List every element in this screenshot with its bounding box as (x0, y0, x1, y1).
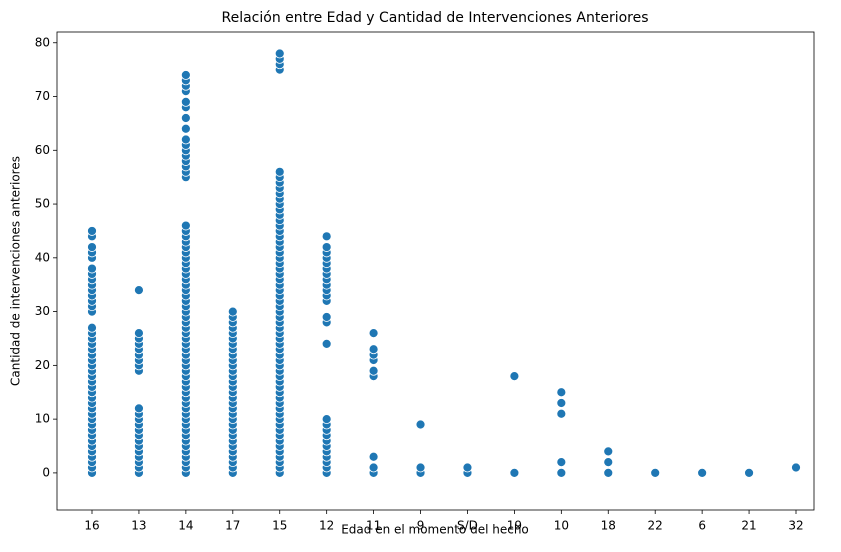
y-tick-label: 0 (42, 465, 50, 479)
point (180, 220, 191, 231)
x-tick-label: 22 (648, 519, 663, 533)
y-tick-label: 20 (35, 358, 50, 372)
chart-title: Relación entre Edad y Cantidad de Interv… (221, 10, 648, 26)
point (321, 242, 332, 252)
x-tick-label: 13 (131, 519, 146, 533)
point (368, 328, 379, 339)
y-tick-label: 50 (35, 197, 50, 211)
point (697, 467, 708, 478)
x-tick-label: 32 (788, 519, 803, 533)
x-tick-label: 18 (601, 519, 616, 533)
x-tick-label: 12 (319, 519, 334, 533)
point (791, 462, 801, 473)
point (321, 338, 332, 349)
x-tick-label: S/D (457, 519, 478, 533)
point (368, 462, 379, 473)
point (556, 457, 567, 468)
point (462, 462, 473, 473)
point (134, 285, 144, 295)
point (321, 312, 332, 322)
x-tick-label: 17 (225, 519, 240, 533)
point (650, 467, 661, 478)
x-tick-label: 14 (178, 519, 193, 533)
y-tick-label: 70 (35, 89, 50, 103)
x-tick-label: 9 (417, 519, 425, 533)
y-tick-label: 60 (35, 143, 50, 157)
x-axis-label: Edad en el momento del hecho (341, 523, 529, 537)
point (368, 365, 379, 376)
x-tick-label: 6 (698, 519, 706, 533)
y-axis-label: Cantidad de intervenciones anteriores (9, 156, 23, 386)
point (368, 451, 379, 462)
point (509, 371, 520, 382)
y-tick-label: 30 (35, 304, 50, 318)
point (744, 467, 754, 478)
point (368, 344, 379, 355)
point (180, 134, 191, 145)
point (180, 70, 191, 80)
point (274, 48, 285, 59)
x-tick-label: 11 (366, 519, 381, 533)
point (87, 322, 97, 333)
point (556, 387, 567, 398)
point (180, 113, 191, 123)
point (415, 419, 426, 430)
plot-frame (56, 31, 815, 511)
y-tick-label: 40 (35, 250, 50, 264)
point (603, 467, 614, 478)
point (556, 408, 567, 419)
point (87, 263, 97, 274)
point (134, 403, 144, 414)
point (87, 226, 97, 236)
point (321, 231, 332, 242)
point (180, 96, 191, 107)
y-tick-label: 10 (35, 412, 50, 426)
point (415, 462, 426, 473)
point (321, 414, 332, 425)
x-tick-label: 15 (272, 519, 287, 533)
x-tick-label: 16 (84, 519, 99, 533)
point (227, 306, 238, 317)
x-tick-label: 21 (741, 519, 756, 533)
point (509, 467, 520, 478)
point (603, 457, 614, 468)
point (274, 166, 285, 177)
point (556, 467, 567, 478)
point (87, 242, 97, 252)
x-tick-label: 10 (554, 519, 569, 533)
point (603, 446, 614, 457)
point (134, 328, 144, 339)
point (556, 398, 567, 408)
point (180, 123, 191, 134)
x-tick-label: 19 (507, 519, 522, 533)
y-tick-label: 80 (35, 35, 50, 49)
